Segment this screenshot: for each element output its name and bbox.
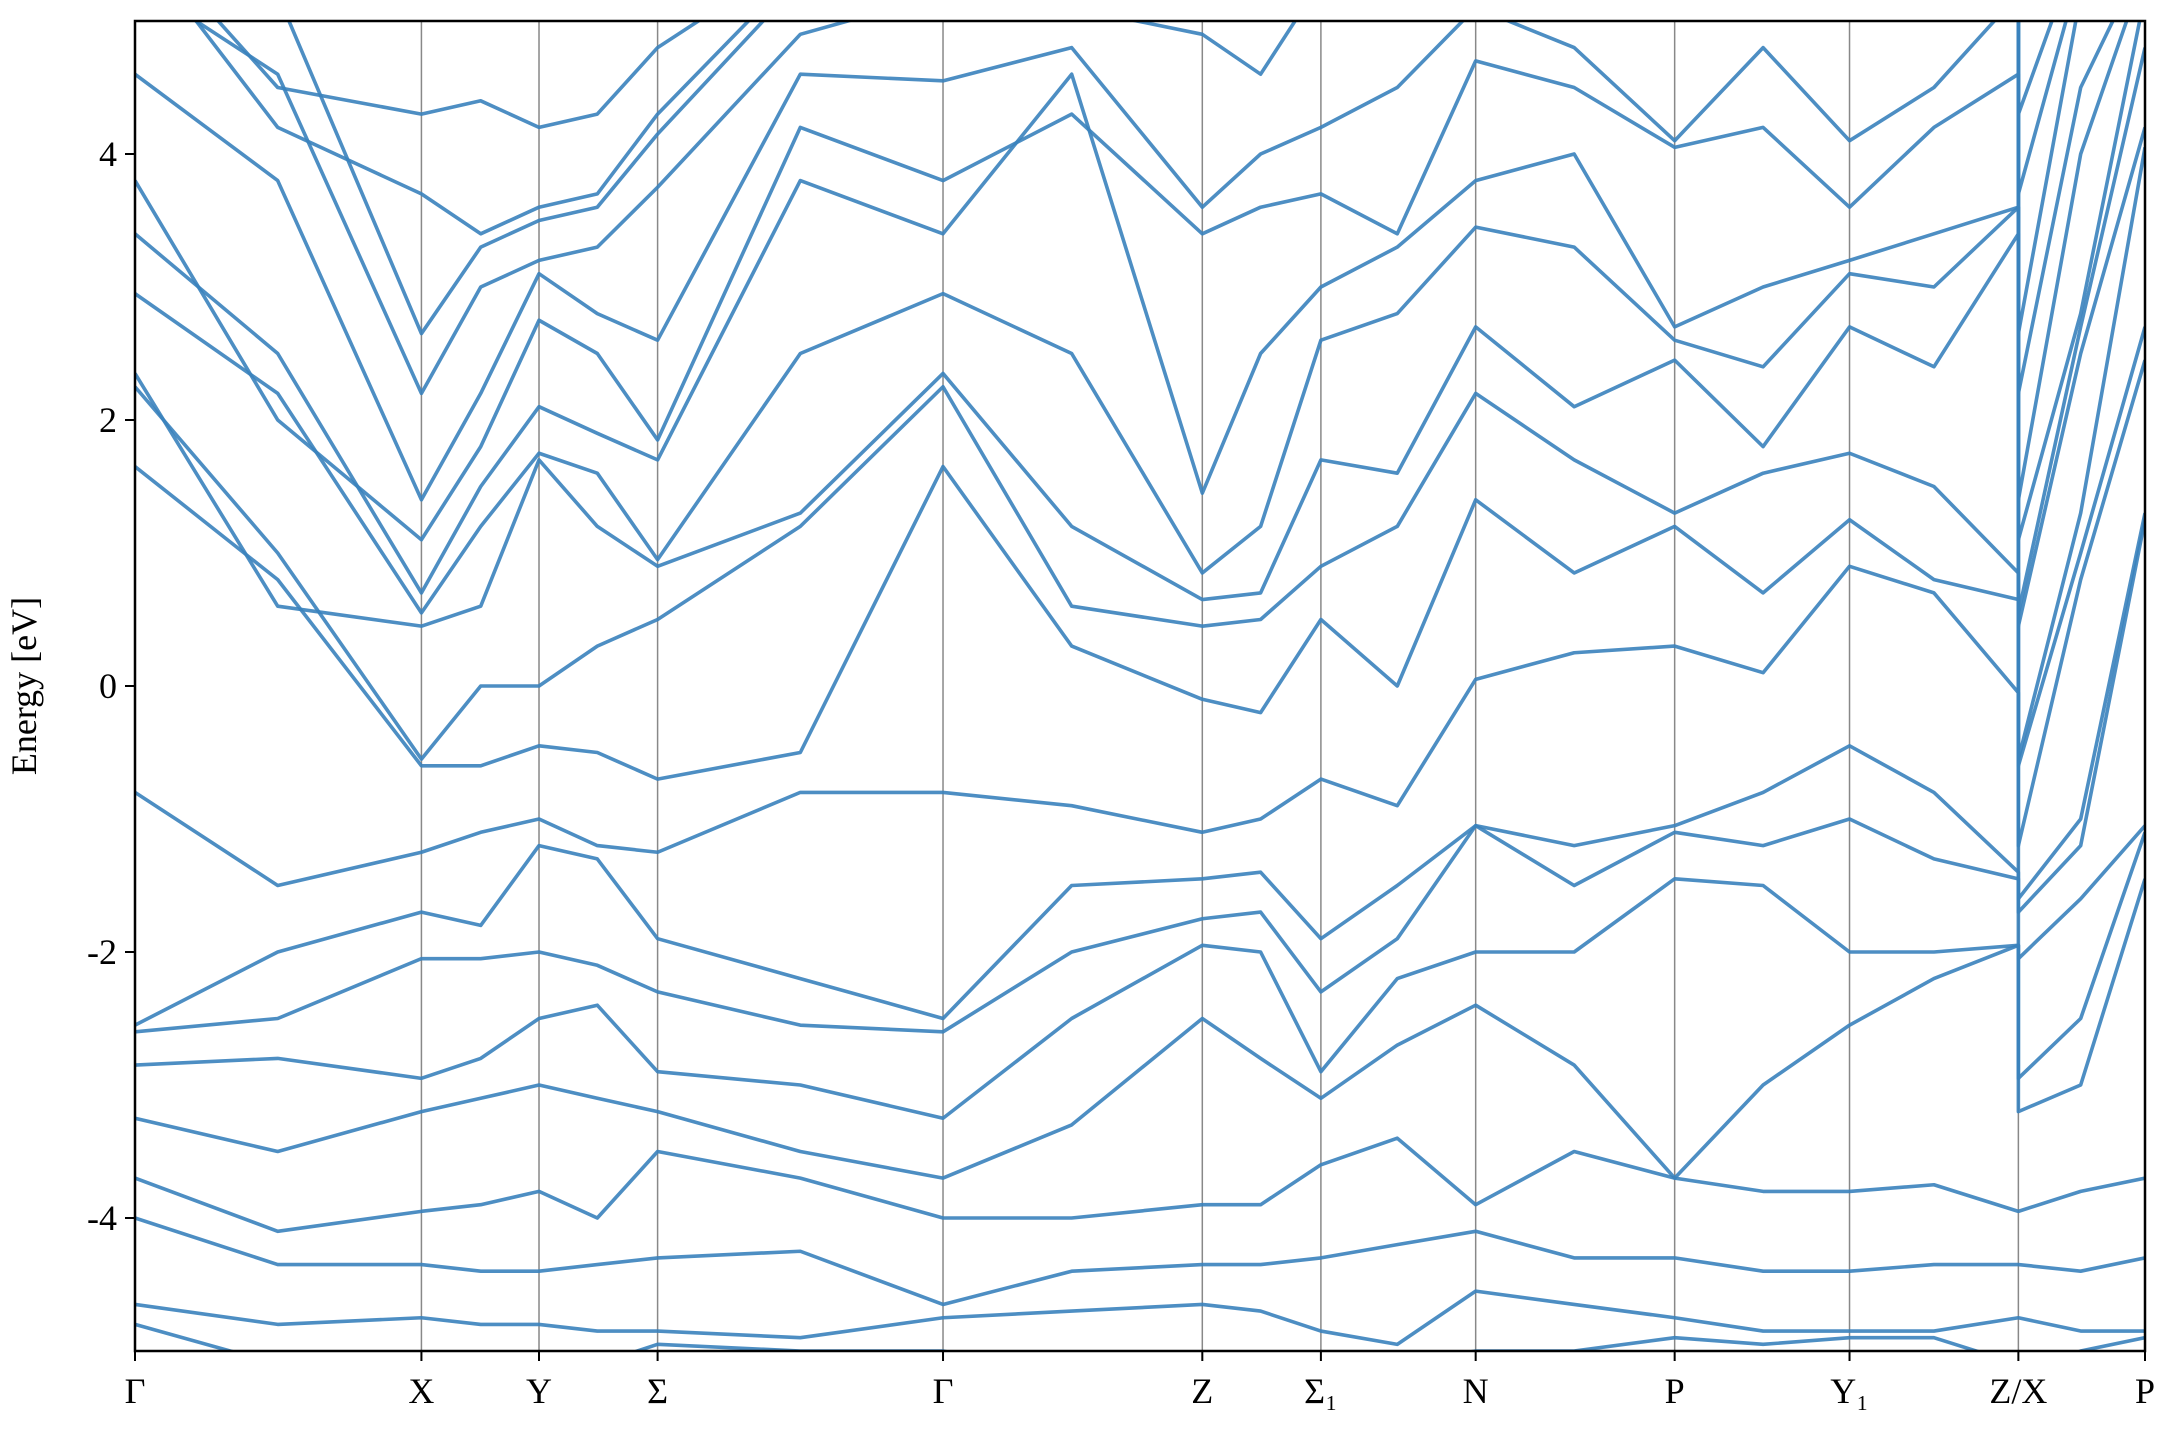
y-tick-label: -2 (87, 932, 117, 972)
y-tick-label: 0 (99, 666, 117, 706)
band-line (135, 519, 2145, 1027)
x-tick-label: Z (1191, 1371, 1213, 1411)
band-line (135, 126, 2145, 628)
band-line (135, 47, 2145, 615)
plot-frame (133, 19, 2147, 1353)
x-tick-label: N (1463, 1371, 1489, 1411)
band-line (135, 1216, 2145, 1307)
x-tick-label: P (1665, 1371, 1685, 1411)
band-line (215, 21, 2054, 130)
band-line (135, 1322, 2145, 1351)
x-tick-label: Y₁ (1830, 1371, 1869, 1411)
y-tick-label: 2 (99, 400, 117, 440)
band-line (135, 817, 2145, 1034)
band-line (192, 21, 2115, 396)
y-axis-label: Energy [eV] (4, 597, 44, 775)
band-line (135, 1136, 2145, 1234)
x-tick-label: P (2135, 1371, 2155, 1411)
band-line (135, 359, 2145, 848)
x-tick-label: Γ (125, 1371, 146, 1411)
bands (135, 21, 2145, 1351)
band-line (135, 21, 2129, 502)
x-tick-label: Γ (933, 1371, 954, 1411)
band-line (287, 21, 2078, 336)
x-tick-label: Y (526, 1371, 552, 1411)
y-tick-label: -4 (87, 1198, 117, 1238)
y-tick-label: 4 (99, 134, 117, 174)
x-tick-label: Z/X (1989, 1371, 2047, 1411)
band-line (135, 147, 2145, 761)
band-line (135, 831, 2145, 1121)
band-line (135, 21, 2142, 542)
x-tick-label: Σ (647, 1371, 668, 1411)
x-tick-label: X (408, 1371, 434, 1411)
band-line (135, 512, 2145, 901)
band-line (193, 21, 2068, 236)
band-line (135, 1289, 2145, 1347)
band-line (135, 878, 2145, 1180)
x-tick-label: Σ₁ (1304, 1371, 1338, 1411)
band-line (135, 326, 2145, 768)
